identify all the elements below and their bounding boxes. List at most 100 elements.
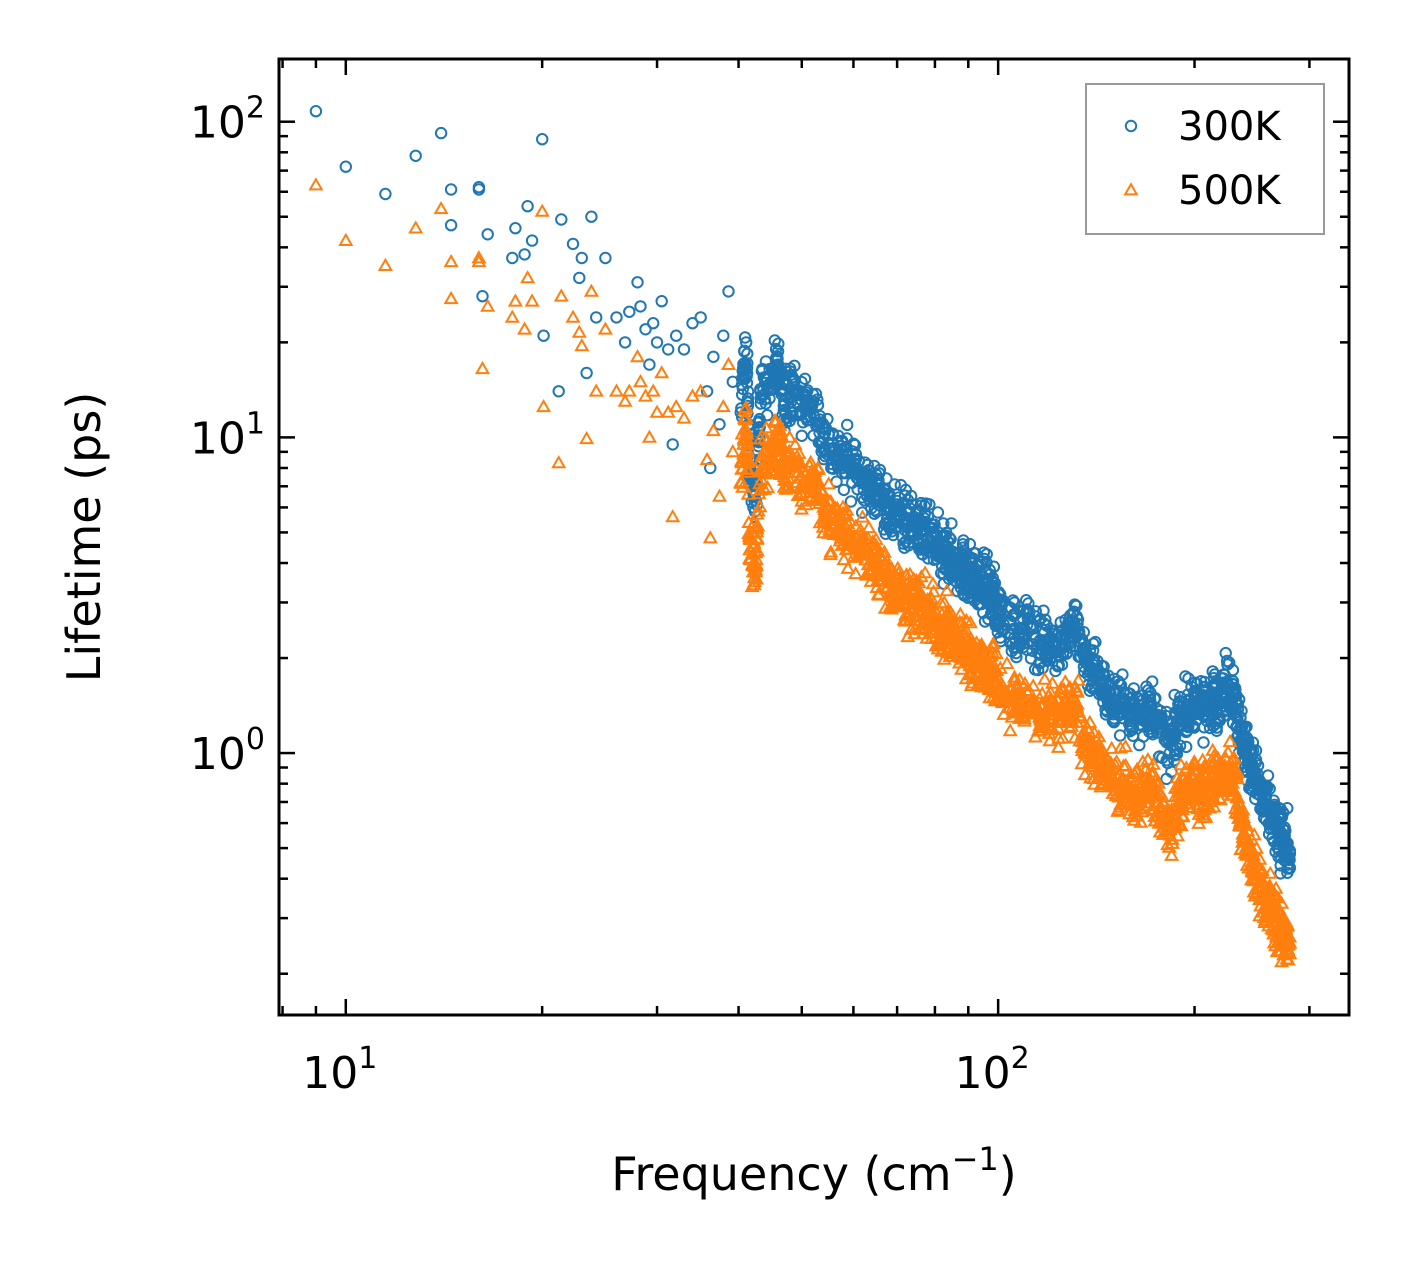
scatter-cloud-point-500K xyxy=(1096,772,1112,786)
scatter-cloud-point-500K xyxy=(1086,770,1102,785)
scatter-cloud-point-300K xyxy=(1281,866,1294,879)
scatter-cloud-point-500K xyxy=(1150,795,1166,809)
scatter-cloud-point-500K xyxy=(840,526,857,540)
point-300K xyxy=(585,210,598,223)
point-300K xyxy=(472,183,486,196)
scatter-cloud-point-300K xyxy=(1182,720,1195,734)
y-tick-label-exp: 0 xyxy=(246,722,265,757)
scatter-cloud-point-500K xyxy=(994,681,1010,696)
scatter-cloud-point-300K xyxy=(1116,668,1129,681)
scatter-cloud-point-300K xyxy=(754,392,767,405)
scatter-cloud-point-300K xyxy=(980,548,993,561)
scatter-cloud-point-300K xyxy=(761,409,774,422)
point-500K xyxy=(715,398,731,413)
scatter-cloud-point-500K xyxy=(892,581,908,595)
scatter-cloud-point-500K xyxy=(748,571,765,585)
scatter-cloud-point-500K xyxy=(754,447,770,462)
scatter-cloud-point-500K xyxy=(1033,717,1049,731)
y-tick-label-exp: 1 xyxy=(246,406,265,441)
point-300K xyxy=(509,222,522,235)
y-tick-label-base: 10 xyxy=(190,413,246,464)
scatter-cloud-point-500K xyxy=(775,460,792,474)
scatter-cloud-point-300K xyxy=(1235,704,1248,718)
scatter-cloud-point-300K xyxy=(997,618,1010,631)
scatter-cloud-point-300K xyxy=(1100,674,1113,687)
scatter-cloud-point-500K xyxy=(1252,861,1268,875)
scatter-cloud-point-500K xyxy=(1015,695,1031,709)
scatter-cloud-point-300K xyxy=(844,495,858,508)
scatter-cloud-point-300K xyxy=(1087,637,1100,650)
scatter-cloud-point-500K xyxy=(749,506,765,520)
scatter-cloud-point-500K xyxy=(1107,756,1123,770)
scatter-cloud-point-500K xyxy=(733,473,749,488)
scatter-cloud-point-500K xyxy=(996,706,1012,720)
scatter-cloud-point-300K xyxy=(1125,721,1138,734)
point-300K xyxy=(707,350,720,363)
scatter-cloud-point-500K xyxy=(995,693,1011,707)
scatter-cloud-point-500K xyxy=(901,574,917,588)
y-tick-label: 101 xyxy=(190,406,265,464)
scatter-cloud-point-500K xyxy=(1074,756,1090,770)
scatter-cloud-point-500K xyxy=(764,462,780,476)
scatter-cloud-point-500K xyxy=(988,645,1004,660)
point-300K xyxy=(444,219,458,232)
scatter-cloud-point-500K xyxy=(1025,678,1041,692)
scatter-cloud-point-500K xyxy=(1277,936,1293,951)
scatter-cloud-point-500K xyxy=(985,639,1001,653)
scatter-cloud-point-500K xyxy=(1279,951,1295,965)
scatter-cloud-point-300K xyxy=(1167,729,1181,743)
point-300K xyxy=(521,200,534,213)
scatter-cloud-point-300K xyxy=(798,400,811,413)
scatter-cloud-point-500K xyxy=(1050,739,1066,753)
scatter-cloud-point-500K xyxy=(957,621,973,635)
scatter-cloud-point-500K xyxy=(867,542,884,556)
scatter-cloud-point-500K xyxy=(1262,865,1278,879)
scatter-cloud-point-500K xyxy=(740,464,756,478)
x-axis-title-main: Frequency (cm xyxy=(611,1147,951,1201)
point-500K xyxy=(668,398,684,413)
point-500K xyxy=(617,393,633,407)
scatter-cloud-point-300K xyxy=(1113,729,1127,742)
point-500K xyxy=(536,398,552,413)
scatter-cloud-point-500K xyxy=(1072,733,1088,747)
scatter-cloud-point-500K xyxy=(1112,797,1129,811)
scatter-cloud-point-300K xyxy=(1279,824,1292,837)
scatter-cloud-point-300K xyxy=(1070,599,1083,613)
scatter-cloud-point-300K xyxy=(1210,721,1223,734)
point-500K xyxy=(443,253,459,268)
point-300K xyxy=(566,237,580,251)
point-300K xyxy=(481,228,494,241)
scatter-cloud-point-300K xyxy=(778,398,791,411)
scatter-cloud-point-500K xyxy=(1145,756,1161,770)
scatter-cloud-point-500K xyxy=(1160,836,1176,851)
scatter-cloud-point-500K xyxy=(737,410,753,424)
point-500K xyxy=(641,429,657,443)
scatter-cloud-point-300K xyxy=(1280,842,1294,855)
scatter-cloud-point-500K xyxy=(778,472,794,486)
scatter-cloud-point-500K xyxy=(821,476,837,490)
scatter-cloud-point-300K xyxy=(849,447,862,461)
scatter-cloud-point-500K xyxy=(1135,754,1151,768)
scatter-cloud-point-500K xyxy=(865,534,881,548)
scatter-cloud-point-500K xyxy=(861,519,877,534)
point-500K xyxy=(693,383,709,397)
scatter-cloud-point-500K xyxy=(1173,818,1189,832)
scatter-cloud-point-300K xyxy=(768,334,781,347)
y-tick-label-base: 10 xyxy=(190,98,246,149)
point-500K xyxy=(702,530,718,544)
scatter-cloud-point-500K xyxy=(1145,764,1161,778)
scatter-cloud-point-300K xyxy=(944,533,957,546)
scatter-cloud-point-500K xyxy=(839,502,855,516)
scatter-cloud-point-500K xyxy=(749,530,765,544)
scatter-cloud-point-500K xyxy=(848,565,864,580)
point-300K xyxy=(670,329,683,342)
scatter-cloud-point-500K xyxy=(1205,742,1221,756)
scatter-cloud-point-300K xyxy=(1079,643,1092,657)
legend-label-500K: 500K xyxy=(1178,168,1282,214)
scatter-cloud-point-500K xyxy=(1043,690,1059,704)
scatter-cloud-point-300K xyxy=(1273,809,1286,822)
scatter-cloud-point-300K xyxy=(1098,668,1111,682)
scatter-cloud-point-300K xyxy=(1068,598,1082,611)
scatter-cloud-point-500K xyxy=(1254,862,1270,876)
point-500K xyxy=(665,509,681,523)
